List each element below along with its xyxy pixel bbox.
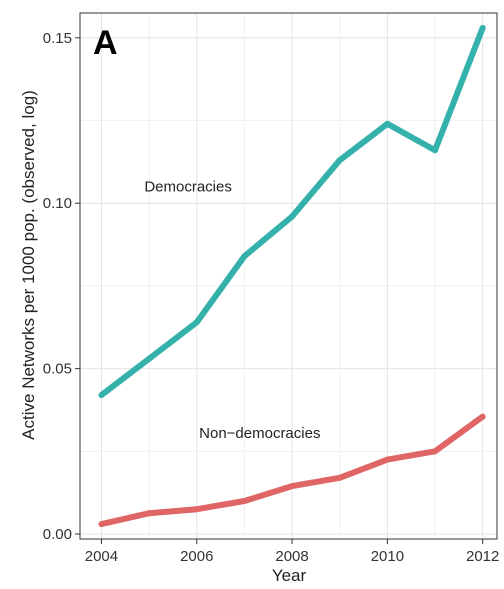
panel-label: A bbox=[93, 24, 118, 62]
y-tick-label: 0.10 bbox=[43, 195, 72, 212]
data-point bbox=[336, 474, 343, 481]
y-tick-label: 0.05 bbox=[43, 361, 72, 378]
y-tick-label: 0.00 bbox=[43, 526, 72, 543]
x-tick-label: 2008 bbox=[275, 548, 308, 565]
data-point bbox=[241, 497, 248, 504]
plot-panel-border bbox=[79, 12, 498, 540]
x-tick-label: 2012 bbox=[466, 548, 499, 565]
data-point bbox=[193, 506, 200, 513]
data-point bbox=[336, 157, 343, 164]
y-tick-label: 0.15 bbox=[43, 30, 72, 47]
data-point bbox=[384, 456, 391, 463]
series-layer bbox=[98, 24, 486, 528]
y-axis-title: Active Networks per 1000 pop. (observed,… bbox=[19, 90, 38, 440]
data-point bbox=[146, 510, 153, 517]
x-tick-label: 2006 bbox=[180, 548, 213, 565]
data-point bbox=[289, 483, 296, 490]
data-point bbox=[432, 147, 439, 154]
data-point bbox=[432, 448, 439, 455]
data-point bbox=[146, 355, 153, 362]
data-point bbox=[479, 24, 486, 31]
data-point bbox=[479, 413, 486, 420]
series-label: Non−democracies bbox=[199, 425, 320, 442]
data-point bbox=[289, 213, 296, 220]
x-axis: 2004 2006 2008 2010 2012 bbox=[85, 539, 499, 565]
data-point bbox=[384, 120, 391, 127]
x-axis-title: Year bbox=[272, 566, 307, 585]
data-point bbox=[241, 253, 248, 260]
y-axis: 0.00 0.05 0.10 0.15 bbox=[43, 30, 80, 543]
series-label: Democracies bbox=[144, 179, 232, 196]
x-tick-label: 2004 bbox=[85, 548, 118, 565]
data-point bbox=[98, 521, 105, 528]
grid bbox=[80, 13, 497, 539]
x-tick-label: 2010 bbox=[371, 548, 404, 565]
series-labels: Democracies Non−democracies bbox=[144, 179, 320, 442]
data-point bbox=[193, 319, 200, 326]
data-point bbox=[98, 392, 105, 399]
